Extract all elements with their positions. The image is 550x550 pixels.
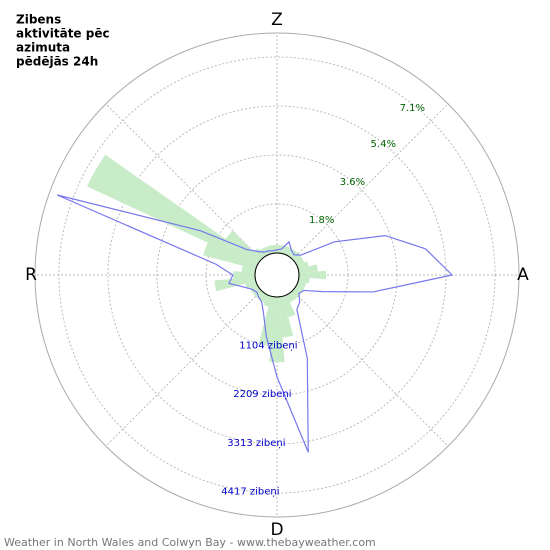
wedge bbox=[296, 261, 309, 270]
wedge bbox=[278, 296, 294, 338]
wedge bbox=[87, 154, 259, 266]
wedge bbox=[295, 284, 305, 293]
count-tick-label: 3313 zibeņi bbox=[227, 438, 285, 449]
direction-label: D bbox=[270, 520, 283, 540]
wedge bbox=[249, 284, 259, 293]
title-line: aktivitāte pēc bbox=[16, 27, 110, 41]
wedge bbox=[255, 290, 265, 300]
wedge bbox=[233, 271, 256, 279]
grid-ring bbox=[205, 203, 349, 347]
wedge bbox=[286, 247, 295, 257]
wedge bbox=[259, 293, 268, 303]
direction-label: A bbox=[517, 265, 529, 285]
pct-tick-label: 5.4% bbox=[371, 139, 396, 150]
spoke bbox=[292, 103, 449, 260]
wedge bbox=[269, 244, 276, 254]
wedge bbox=[298, 276, 310, 284]
wedge bbox=[241, 265, 256, 274]
footer: Weather in North Wales and Colwyn Bay - … bbox=[4, 536, 376, 549]
wedge bbox=[289, 290, 299, 300]
wedge bbox=[296, 280, 307, 288]
grid-ring bbox=[107, 105, 447, 445]
wedge bbox=[264, 245, 272, 256]
wedge bbox=[225, 230, 262, 263]
pct-tick-label: 3.6% bbox=[340, 177, 365, 188]
pct-tick-label: 1.8% bbox=[309, 215, 334, 226]
wedge bbox=[258, 296, 276, 346]
direction-label: Z bbox=[271, 10, 283, 30]
spoke bbox=[105, 290, 262, 447]
grid-ring bbox=[58, 56, 496, 494]
title-line: Zibens bbox=[16, 13, 61, 27]
grid-ring bbox=[156, 154, 398, 396]
wedge bbox=[203, 242, 258, 270]
direction-label: R bbox=[25, 265, 37, 285]
wedge bbox=[263, 294, 272, 307]
wedge bbox=[295, 257, 305, 266]
wedge bbox=[274, 244, 280, 254]
wedge bbox=[269, 296, 285, 363]
count-tick-label: 4417 zibeņi bbox=[221, 486, 279, 497]
wedge bbox=[245, 280, 258, 289]
wedge bbox=[214, 276, 256, 292]
wedge bbox=[282, 245, 290, 256]
spoke bbox=[292, 290, 449, 447]
wedge bbox=[298, 270, 327, 280]
title-line: azimuta bbox=[16, 41, 70, 55]
count-tick-label: 2209 zibeņi bbox=[233, 389, 291, 400]
pct-tick-label: 7.1% bbox=[400, 103, 425, 114]
wedge bbox=[298, 264, 318, 274]
wedge bbox=[282, 294, 296, 318]
wedge bbox=[292, 253, 302, 263]
outer-ring bbox=[34, 32, 520, 518]
count-line bbox=[56, 194, 454, 453]
title-line: pēdējās 24h bbox=[16, 55, 98, 69]
hole bbox=[254, 252, 300, 298]
count-tick-label: 1104 zibeņi bbox=[239, 340, 297, 351]
wedge bbox=[286, 293, 295, 303]
